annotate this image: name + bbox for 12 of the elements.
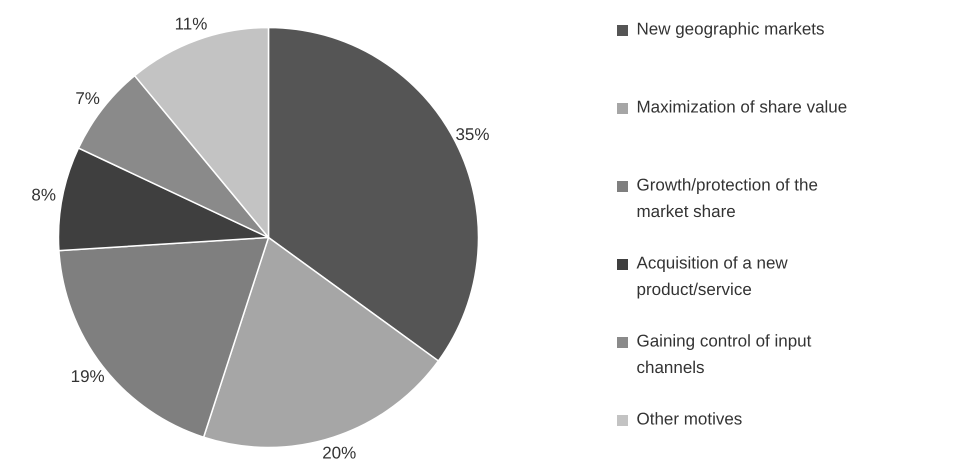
legend-label: Maximization of share value	[636, 98, 848, 116]
legend-label: Acquisition of a new product/service	[636, 254, 788, 300]
data-label: 19%	[70, 367, 105, 386]
data-label: 7%	[75, 88, 100, 108]
legend-label: New geographic markets	[636, 20, 825, 38]
legend-label: Gaining control of input channels	[636, 332, 812, 378]
data-label: 11%	[174, 14, 208, 34]
data-label: 35%	[455, 125, 490, 144]
legend-label: Growth/protection of the market share	[636, 176, 818, 222]
legend-label: Other motives	[636, 410, 742, 428]
data-label: 20%	[322, 444, 356, 463]
data-label: 8%	[31, 186, 56, 204]
